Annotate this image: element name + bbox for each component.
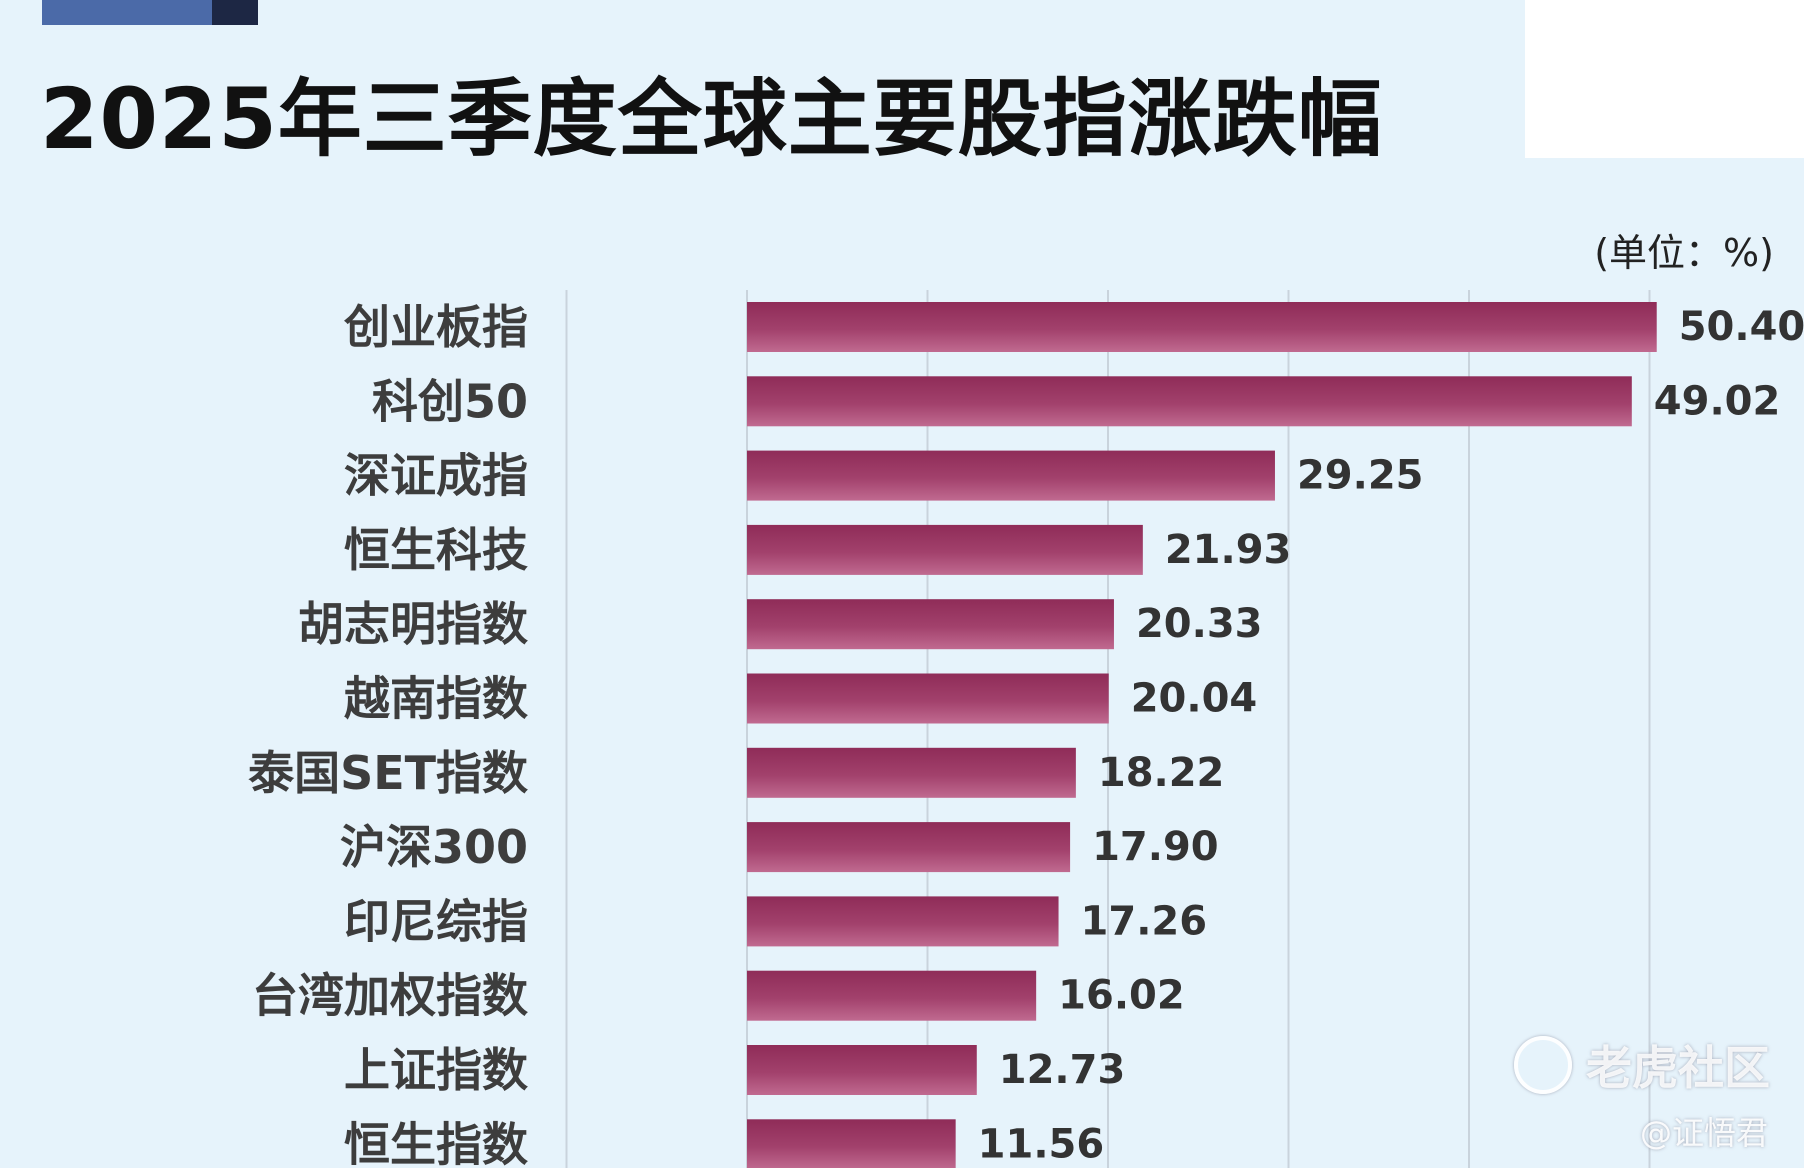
category-label: 恒生科技 [344, 523, 528, 577]
value-label: 17.26 [1081, 898, 1208, 944]
category-label: 泰国SET指数 [248, 746, 528, 800]
bar [747, 896, 1059, 947]
category-label: 创业板指 [344, 300, 528, 354]
category-label: 印尼综指 [344, 894, 528, 948]
value-label: 29.25 [1297, 453, 1424, 499]
corner-decoration [42, 0, 258, 25]
bar [747, 970, 1037, 1021]
value-label: 11.56 [978, 1121, 1105, 1167]
white-patch [1525, 0, 1804, 158]
value-label: 20.33 [1136, 601, 1263, 647]
bar [747, 599, 1114, 650]
category-label: 恒生指数 [344, 1117, 528, 1168]
bar [747, 1119, 956, 1168]
watermark: 老虎社区 [1514, 1032, 1770, 1098]
bar [747, 524, 1143, 575]
value-label: 17.90 [1092, 824, 1219, 870]
watermark-brand: 老虎社区 [1586, 1041, 1770, 1095]
value-label: 21.93 [1165, 527, 1292, 573]
value-label: 12.73 [999, 1047, 1126, 1093]
author-handle: @证悟君 [1640, 1114, 1769, 1152]
tiger-community-icon [1514, 1036, 1572, 1094]
value-label: 49.02 [1654, 378, 1781, 424]
bar [747, 1045, 977, 1095]
bar [747, 376, 1632, 427]
bar [747, 450, 1275, 501]
category-label: 上证指数 [344, 1043, 528, 1097]
bar [747, 747, 1076, 798]
unit-label: (单位：%) [1594, 231, 1774, 275]
category-label: 胡志明指数 [298, 597, 528, 651]
value-label: 20.04 [1131, 676, 1258, 722]
value-label: 18.22 [1098, 750, 1225, 796]
value-label: 50.40 [1679, 304, 1804, 350]
category-label: 深证成指 [344, 449, 528, 503]
category-label: 沪深300 [340, 820, 528, 874]
category-label: 越南指数 [344, 672, 528, 726]
bar [747, 822, 1071, 873]
category-label: 科创50 [372, 374, 528, 428]
bar [747, 302, 1657, 352]
value-label: 16.02 [1058, 973, 1185, 1019]
bar [747, 673, 1109, 724]
page-title: 2025年三季度全球主要股指涨跌幅 [40, 70, 1383, 168]
category-label: 台湾加权指数 [252, 969, 528, 1023]
